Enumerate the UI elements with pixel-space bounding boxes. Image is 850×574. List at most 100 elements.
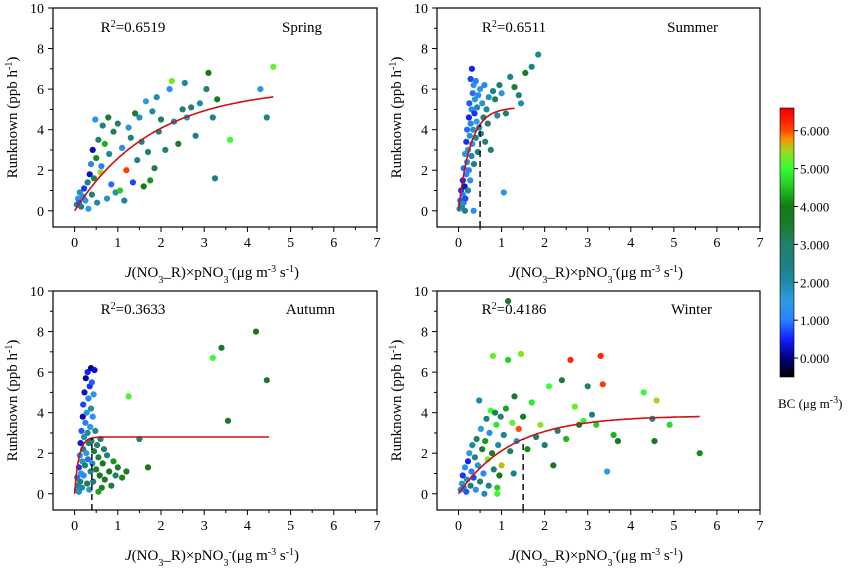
data-point bbox=[489, 352, 497, 359]
data-point bbox=[84, 456, 92, 463]
data-point bbox=[88, 191, 95, 198]
data-point bbox=[461, 464, 469, 471]
data-point bbox=[649, 415, 656, 422]
data-point bbox=[77, 478, 84, 485]
data-point bbox=[614, 438, 622, 445]
data-point bbox=[588, 411, 596, 418]
data-point bbox=[459, 472, 466, 479]
data-point bbox=[209, 354, 216, 361]
plot-frame bbox=[436, 7, 761, 228]
data-point bbox=[95, 454, 102, 461]
y-tick-label: 10 bbox=[30, 2, 44, 17]
y-tick-label: 10 bbox=[414, 285, 428, 300]
data-point bbox=[78, 203, 85, 210]
data-point bbox=[554, 427, 561, 434]
data-point bbox=[481, 490, 488, 497]
data-point bbox=[100, 446, 108, 453]
data-point bbox=[492, 96, 499, 103]
x-axis-label: J(NO3_R)×pNO3-(μg m-3 s-1) bbox=[509, 264, 683, 286]
y-tick-label: 10 bbox=[414, 2, 428, 17]
data-point bbox=[498, 462, 505, 469]
x-tick-label: 0 bbox=[71, 519, 78, 534]
season-label: Autumn bbox=[286, 302, 336, 318]
x-axis-label: J(NO3_R)×pNO3-(μg m-3 s-1) bbox=[125, 547, 299, 569]
data-point bbox=[110, 128, 117, 135]
y-tick-label: 4 bbox=[421, 124, 428, 139]
data-point bbox=[140, 183, 147, 190]
season-label: Spring bbox=[282, 20, 323, 36]
data-point bbox=[505, 356, 512, 363]
data-point bbox=[467, 482, 474, 489]
x-tick-label: 7 bbox=[374, 236, 381, 251]
data-point bbox=[96, 472, 103, 479]
data-point bbox=[214, 96, 221, 103]
data-point bbox=[484, 456, 491, 463]
data-point bbox=[473, 435, 480, 443]
data-point bbox=[468, 65, 475, 72]
x-tick-label: 2 bbox=[541, 519, 548, 534]
data-point bbox=[87, 468, 94, 475]
x-tick-label: 7 bbox=[374, 519, 381, 534]
data-point bbox=[511, 393, 518, 400]
x-tick-label: 5 bbox=[670, 519, 677, 534]
data-point bbox=[510, 470, 517, 477]
data-point bbox=[87, 405, 95, 412]
x-tick-label: 4 bbox=[244, 236, 251, 251]
data-point bbox=[81, 185, 88, 192]
y-tick-label: 8 bbox=[421, 43, 428, 58]
data-point bbox=[494, 484, 501, 491]
data-point bbox=[263, 114, 270, 121]
data-point bbox=[88, 438, 95, 445]
data-point bbox=[495, 442, 502, 449]
data-point bbox=[123, 167, 130, 174]
data-point bbox=[463, 138, 470, 145]
colorbar: 0.000 1.000 2.000 3.000 4.000 5.000 6.000 BC (μ… bbox=[778, 107, 842, 411]
data-point bbox=[209, 114, 216, 121]
data-point bbox=[489, 450, 496, 457]
x-tick-label: 2 bbox=[158, 236, 165, 251]
data-point bbox=[541, 442, 548, 449]
data-point bbox=[88, 379, 95, 386]
x-tick-label: 3 bbox=[201, 519, 208, 534]
data-point bbox=[93, 466, 100, 473]
colorbar-tick-label: 6.000 bbox=[800, 124, 829, 139]
data-point bbox=[94, 442, 101, 449]
panel-summer: 0 1 2 3 4 5 6 7 0 2 4 6 8 10 R2=0.6511 Summer J(NO3_R)×p… bbox=[388, 2, 764, 286]
data-point bbox=[80, 401, 87, 408]
data-point bbox=[470, 126, 477, 133]
data-point bbox=[507, 73, 514, 80]
x-tick-label: 6 bbox=[330, 519, 337, 534]
season-label: Winter bbox=[671, 302, 712, 318]
data-point bbox=[502, 110, 509, 117]
y-tick-label: 2 bbox=[421, 447, 428, 462]
x-tick-label: 1 bbox=[498, 519, 505, 534]
x-tick-label: 2 bbox=[158, 519, 165, 534]
data-point bbox=[485, 94, 492, 101]
data-point bbox=[461, 207, 469, 214]
fit-curve bbox=[73, 96, 274, 212]
y-axis-label: Runknown (ppb h-1) bbox=[388, 57, 406, 179]
data-point bbox=[487, 146, 494, 153]
y-tick-label: 8 bbox=[37, 326, 44, 341]
fit-curve bbox=[73, 436, 269, 494]
data-point bbox=[108, 482, 115, 489]
data-point bbox=[651, 438, 658, 445]
x-tick-label: 5 bbox=[670, 236, 677, 251]
data-point bbox=[509, 419, 516, 426]
data-point bbox=[482, 438, 489, 445]
data-point bbox=[87, 161, 95, 168]
data-point bbox=[89, 146, 96, 153]
data-point bbox=[81, 389, 88, 396]
data-point bbox=[463, 488, 470, 495]
data-point bbox=[472, 77, 479, 85]
y-axis-label: Runknown (ppb h-1) bbox=[4, 57, 22, 179]
x-tick-label: 0 bbox=[71, 236, 78, 251]
data-point bbox=[468, 468, 475, 475]
data-point bbox=[132, 110, 139, 117]
data-point bbox=[481, 82, 488, 89]
data-point bbox=[466, 100, 473, 107]
data-point bbox=[82, 197, 89, 204]
x-tick-label: 5 bbox=[287, 236, 294, 251]
data-point bbox=[489, 88, 497, 95]
data-point bbox=[528, 63, 535, 70]
